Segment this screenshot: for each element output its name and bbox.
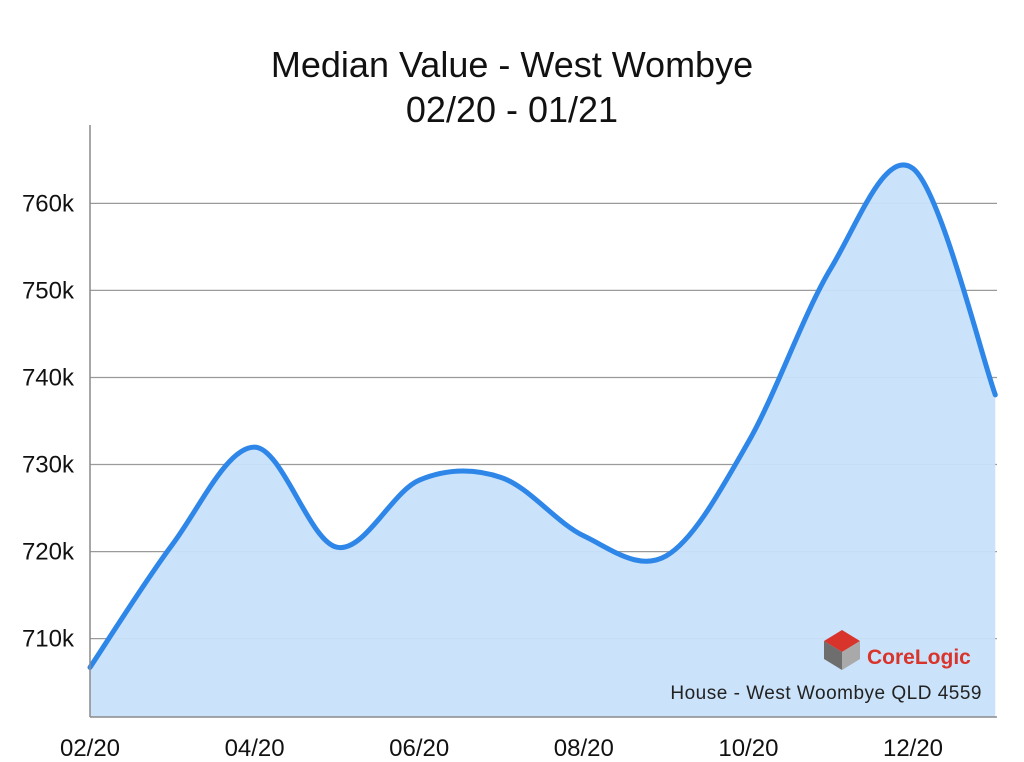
data-point bbox=[417, 478, 422, 483]
x-tick-label: 06/20 bbox=[389, 735, 449, 762]
axes bbox=[89, 125, 997, 718]
series-line bbox=[87, 162, 998, 670]
chart-caption: House - West Woombye QLD 4559 bbox=[670, 683, 982, 704]
y-tick-label: 720k bbox=[22, 539, 75, 566]
corelogic-logo-icon bbox=[824, 630, 860, 670]
data-point bbox=[746, 439, 751, 444]
area-fill bbox=[90, 164, 996, 717]
corelogic-watermark: CoreLogic House - West Woombye QLD 4559 bbox=[670, 630, 982, 704]
y-tick-label: 710k bbox=[22, 626, 75, 653]
y-tick-label: 760k bbox=[22, 190, 75, 217]
y-tick-label: 740k bbox=[22, 364, 75, 391]
data-point bbox=[252, 445, 257, 450]
data-point bbox=[911, 166, 916, 171]
x-tick-label: 08/20 bbox=[554, 735, 614, 762]
data-point bbox=[664, 553, 669, 558]
data-point bbox=[170, 542, 175, 547]
data-point bbox=[581, 533, 586, 538]
x-tick-label: 02/20 bbox=[60, 735, 120, 762]
chart-subtitle: 02/20 - 01/21 bbox=[406, 89, 618, 130]
y-tick-labels: 710k 720k 730k 740k 750k 760k bbox=[22, 190, 75, 652]
x-tick-label: 12/20 bbox=[883, 735, 943, 762]
data-point bbox=[499, 475, 504, 480]
data-point bbox=[993, 392, 998, 397]
chart-title: Median Value - West Wombye bbox=[271, 44, 753, 85]
y-tick-label: 750k bbox=[22, 277, 75, 304]
data-point bbox=[828, 266, 833, 271]
data-point bbox=[334, 545, 339, 550]
y-tick-label: 730k bbox=[22, 452, 75, 479]
x-tick-labels: 02/20 04/20 06/20 08/20 10/20 12/20 bbox=[60, 735, 943, 762]
x-tick-label: 04/20 bbox=[225, 735, 285, 762]
corelogic-brand-text: CoreLogic bbox=[867, 646, 971, 669]
x-tick-label: 10/20 bbox=[718, 735, 778, 762]
plot-area bbox=[87, 162, 998, 717]
